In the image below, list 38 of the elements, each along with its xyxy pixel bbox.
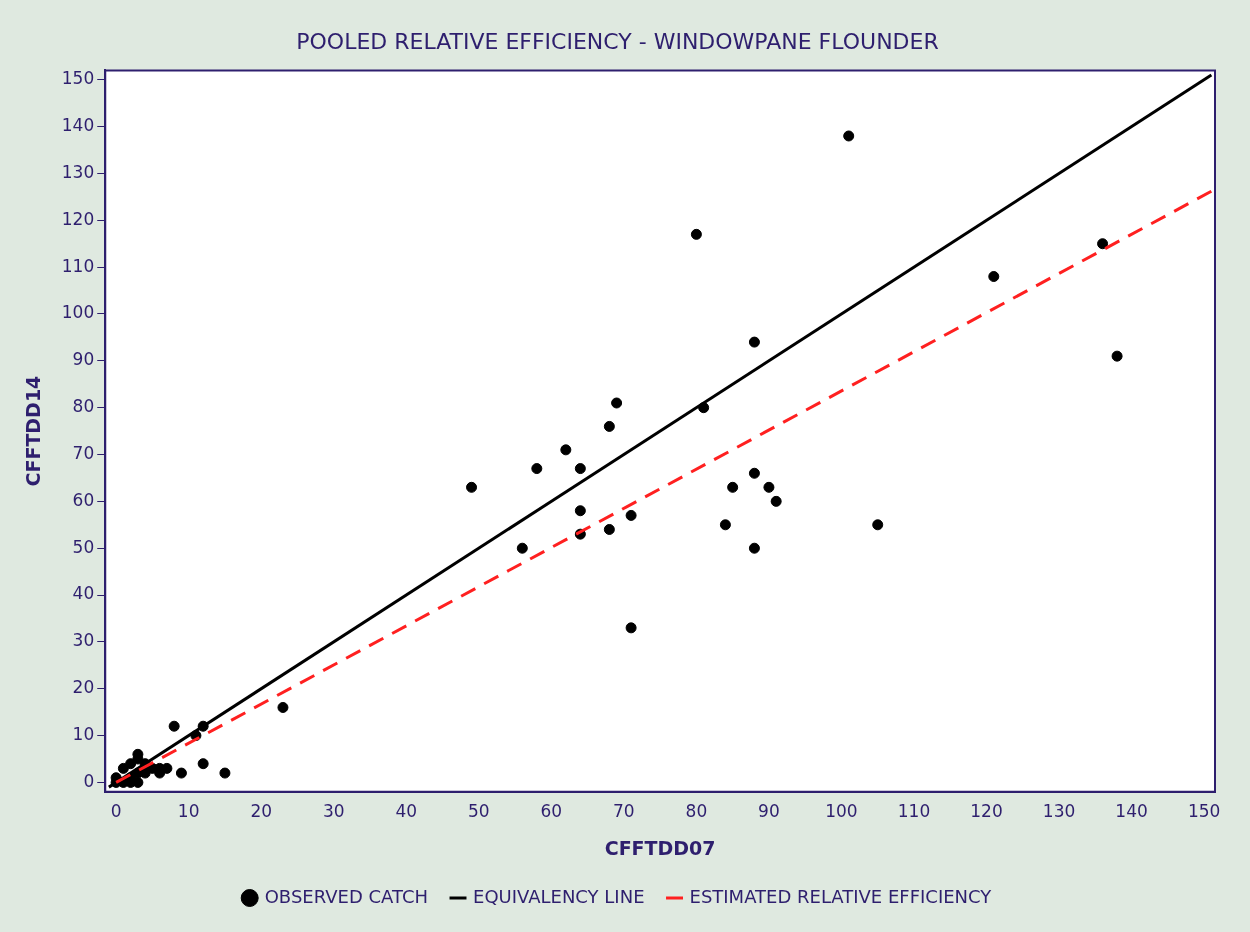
x-tick-label: 0 <box>110 801 122 822</box>
y-tick-label: 90 <box>72 349 95 370</box>
x-tick-label: 100 <box>825 801 858 822</box>
x-tick-label: 110 <box>897 801 931 822</box>
y-tick-label: 80 <box>72 396 95 417</box>
x-tick-label: 30 <box>322 801 345 822</box>
y-tick-label: 140 <box>61 115 95 136</box>
x-tick-label: 50 <box>467 801 490 822</box>
chart-title: POOLED RELATIVE EFFICIENCY - WINDOWPANE FLOUNDER <box>296 28 939 54</box>
y-tick-label: 110 <box>61 255 95 276</box>
legend-label: ESTIMATED RELATIVE EFFICIENCY <box>689 885 993 907</box>
x-tick-label: 70 <box>613 801 635 822</box>
x-tick-label: 130 <box>1042 801 1076 822</box>
x-tick-label: 20 <box>250 801 273 822</box>
y-tick-label: 10 <box>72 724 95 745</box>
x-tick-label: 140 <box>1115 801 1148 822</box>
x-tick-label: 60 <box>540 801 563 822</box>
x-tick-label: 120 <box>970 801 1003 822</box>
x-tick-label: 90 <box>758 801 780 822</box>
x-tick-label: 150 <box>1187 801 1221 822</box>
y-tick-label: 30 <box>72 630 95 651</box>
x-axis-title: CFFTDD07 <box>604 836 716 859</box>
y-tick-label: 60 <box>72 489 95 510</box>
legend-label: OBSERVED CATCH <box>264 885 429 907</box>
y-tick-label: 100 <box>61 302 95 323</box>
y-tick-label: 50 <box>72 536 95 557</box>
x-tick-label: 40 <box>395 801 418 822</box>
y-tick-label: 70 <box>72 442 95 463</box>
legend-label: EQUIVALENCY LINE <box>473 885 645 907</box>
y-axis-title: CFFTDD14 <box>22 375 45 487</box>
y-tick-label: 150 <box>61 68 95 89</box>
y-tick-label: 120 <box>61 208 95 229</box>
y-tick-label: 0 <box>83 770 95 791</box>
y-tick-label: 130 <box>61 161 95 182</box>
x-tick-label: 10 <box>177 801 200 822</box>
y-tick-label: 40 <box>72 583 95 604</box>
y-tick-label: 20 <box>72 677 95 698</box>
x-tick-label: 80 <box>685 801 708 822</box>
